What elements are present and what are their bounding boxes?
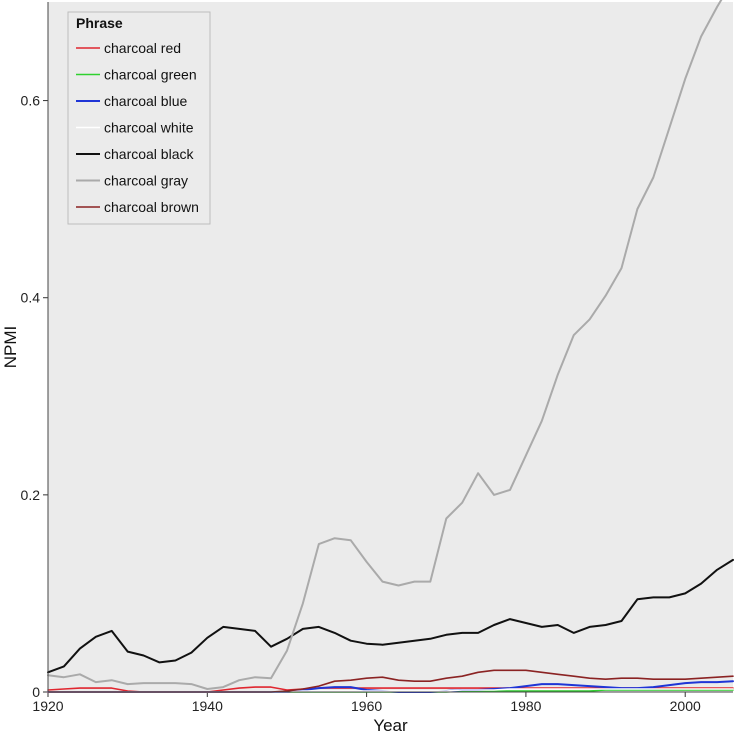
legend: Phrase charcoal red charcoal green charcoa…: [67, 11, 211, 225]
x-tick-label: 2000: [670, 698, 701, 714]
legend-label: charcoal brown: [104, 199, 199, 215]
x-axis-title: Year: [373, 716, 408, 735]
legend-label: charcoal red: [104, 40, 181, 56]
legend-label: charcoal gray: [104, 173, 188, 189]
y-tick-label: 0.2: [21, 487, 41, 503]
legend-label: charcoal green: [104, 67, 197, 83]
axis-ticks: 1920 1940 1960 1980 2000 0 0.2 0.4 0.6: [21, 93, 701, 714]
x-tick-label: 1960: [351, 698, 382, 714]
legend-label: charcoal white: [104, 120, 194, 136]
legend-label: charcoal black: [104, 146, 194, 162]
x-tick-label: 1980: [510, 698, 541, 714]
y-tick-label: 0.4: [21, 290, 41, 306]
legend-label: charcoal blue: [104, 93, 187, 109]
y-axis-title: NPMI: [1, 326, 20, 369]
series-line-charcoal-black: [47, 558, 734, 674]
plot-frame: [47, 2, 733, 693]
y-tick-label: 0: [32, 684, 40, 700]
x-tick-label: 1940: [192, 698, 223, 714]
y-tick-label: 0.6: [21, 93, 41, 109]
legend-title: Phrase: [76, 15, 123, 31]
series-line-charcoal-gray: [47, 0, 723, 690]
x-tick-label: 1920: [32, 698, 63, 714]
